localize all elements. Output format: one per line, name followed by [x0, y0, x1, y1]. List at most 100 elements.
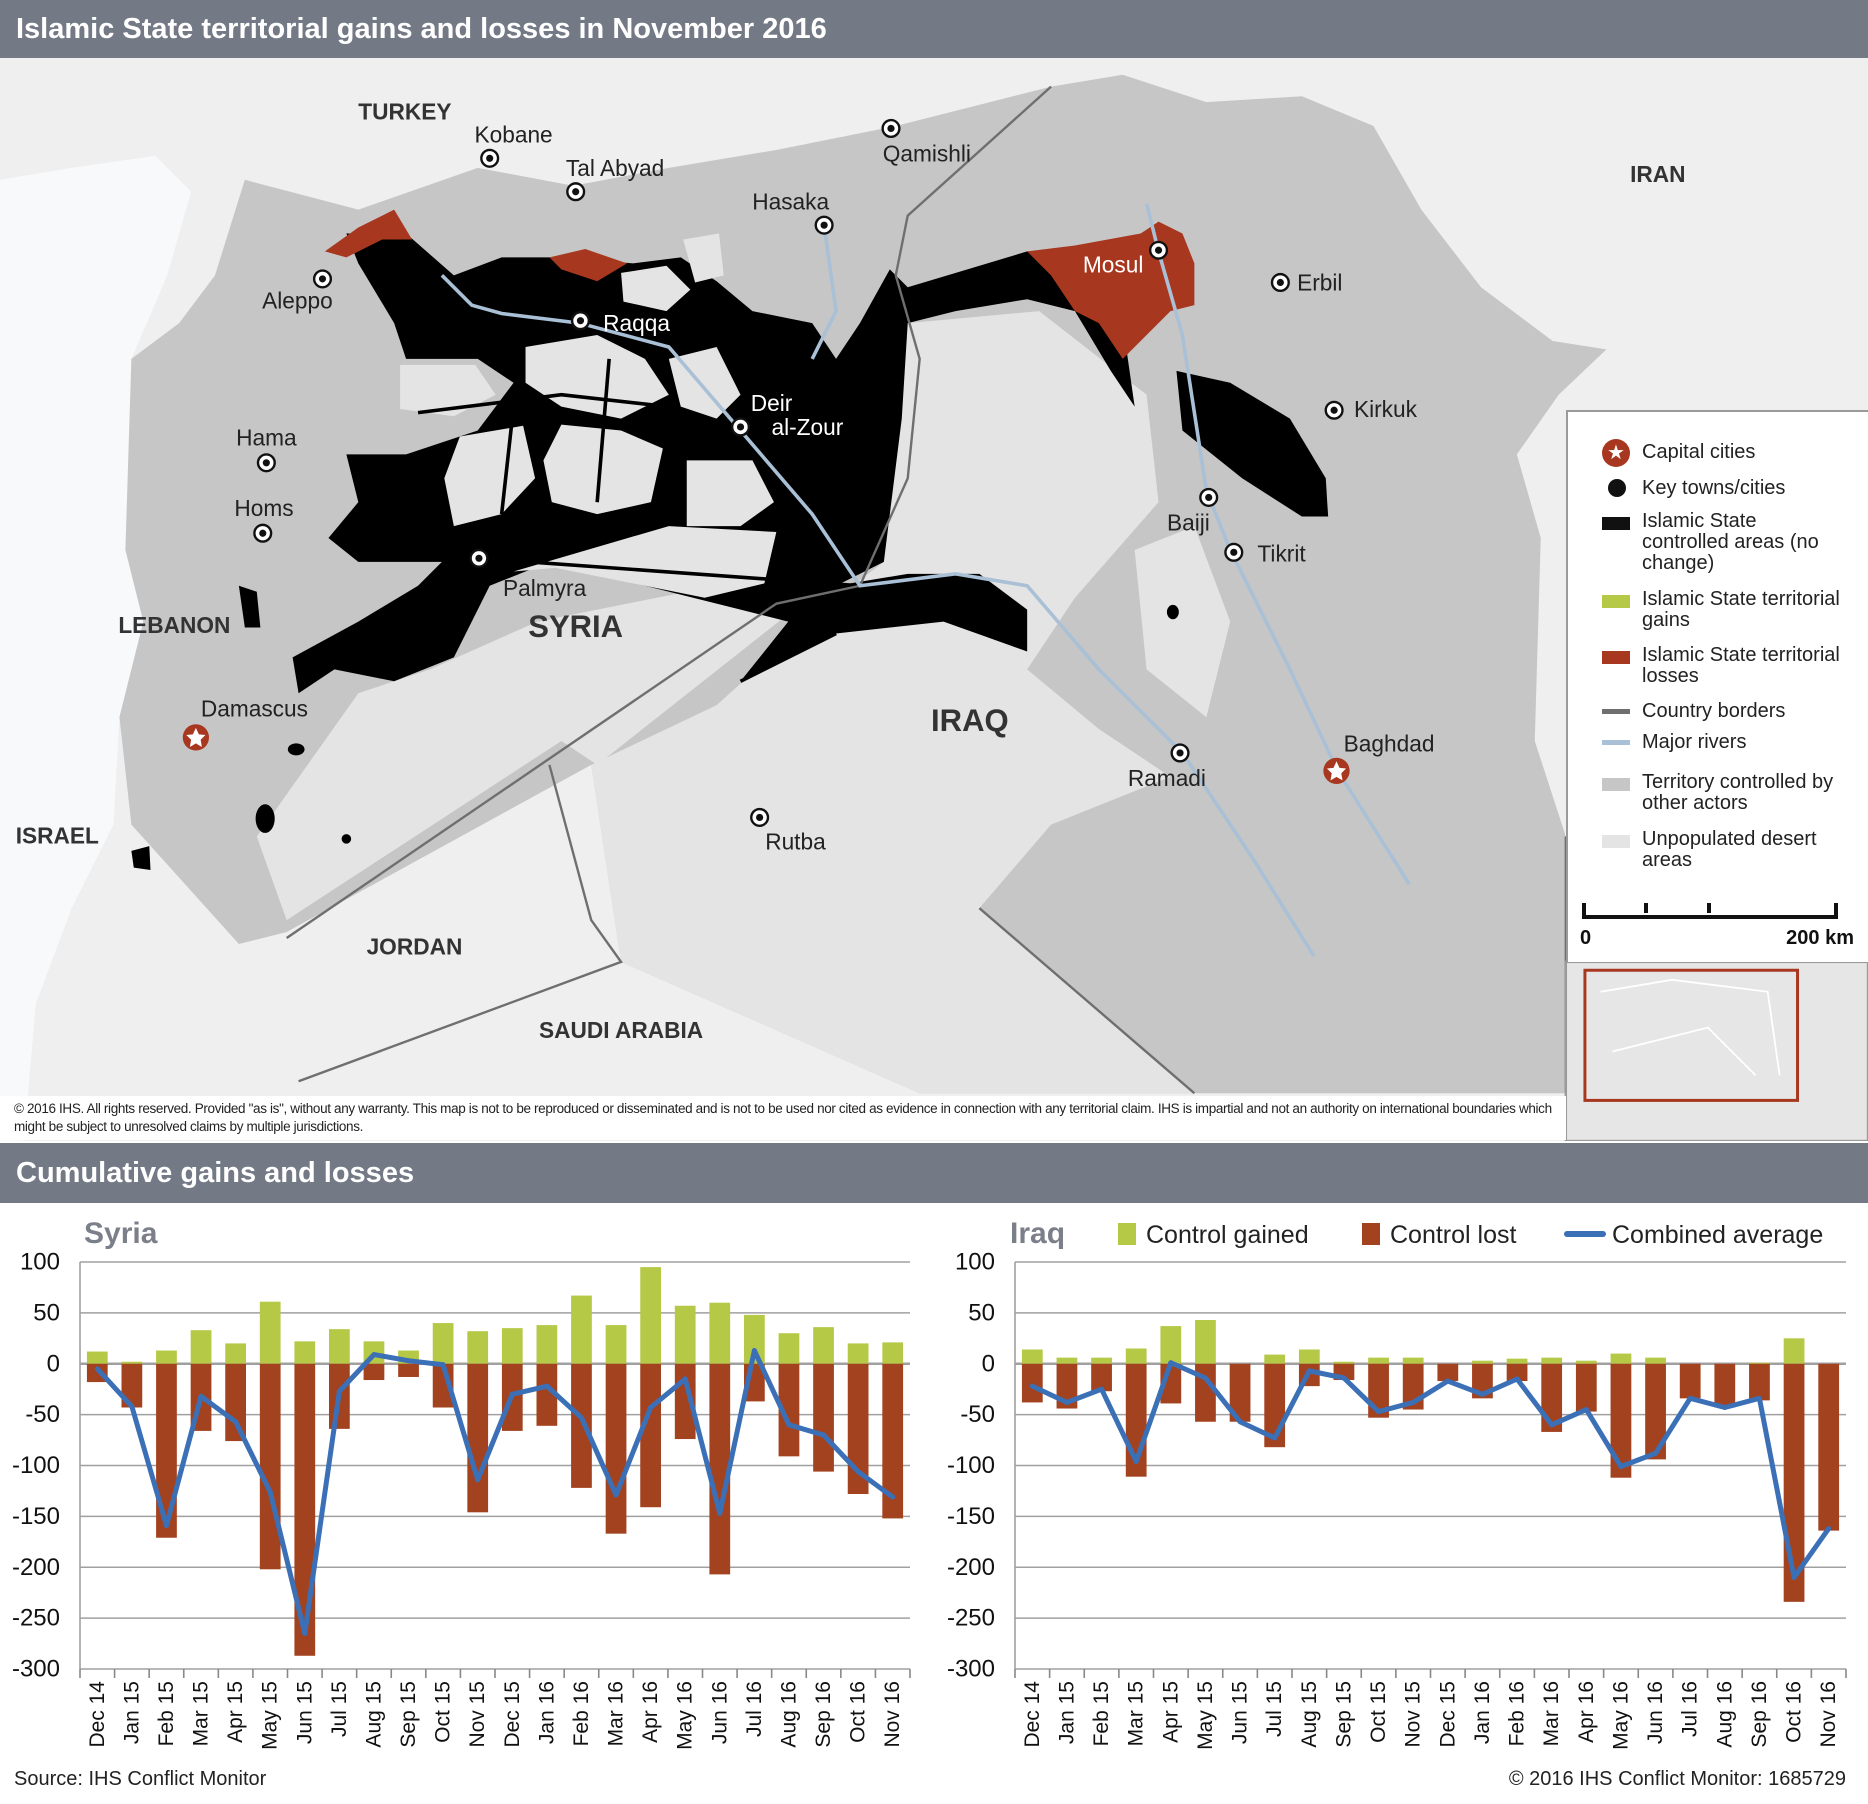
scale-end-label: 200 km: [1786, 927, 1854, 949]
is-controlled-southwest: [131, 846, 151, 870]
town-marker-icon: [750, 807, 770, 827]
bar-control-lost: [709, 1363, 731, 1575]
bar-control-gained: [1160, 1326, 1182, 1364]
bar-control-lost: [847, 1363, 869, 1494]
average-point: [509, 1391, 515, 1397]
svg-text:Deir: Deir: [751, 390, 793, 416]
bar-control-lost: [259, 1363, 281, 1570]
chart-title-iraq: Iraq: [1010, 1217, 1065, 1250]
average-point: [440, 1362, 446, 1368]
bar-control-gained: [847, 1343, 869, 1364]
bar-control-gained: [1091, 1357, 1112, 1364]
svg-text:Ramadi: Ramadi: [1128, 765, 1206, 791]
x-tick-label: Jun 15: [293, 1681, 316, 1744]
average-point: [1341, 1375, 1347, 1381]
x-tick-label: Aug 16: [1713, 1681, 1736, 1748]
country-borders: [285, 85, 1568, 1095]
town-marker-icon: [730, 417, 751, 437]
x-tick-label: Jul 15: [1263, 1681, 1286, 1737]
bar-control-lost: [1679, 1363, 1701, 1399]
country-label-jordan: JORDAN: [367, 933, 463, 959]
x-tick-label: Apr 15: [1159, 1681, 1182, 1743]
legend-is-losses: Islamic State territorial losses: [1642, 644, 1840, 687]
x-tick-label: Mar 15: [190, 1681, 213, 1746]
svg-text:Kirkuk: Kirkuk: [1354, 396, 1418, 422]
bar-control-gained: [329, 1329, 350, 1364]
bar-control-lost: [605, 1363, 627, 1534]
charts: Syria Iraq Control gained Control lost C…: [12, 1217, 1847, 1750]
other-actors-swatch-icon: [1602, 778, 1630, 791]
bar-control-gained: [259, 1301, 281, 1364]
x-tick-label: Feb 15: [1090, 1681, 1113, 1746]
legend-key-towns: Key towns/cities: [1642, 477, 1786, 499]
average-point: [1099, 1386, 1105, 1392]
x-tick-label: Jul 15: [328, 1681, 351, 1737]
x-tick-label: Aug 16: [777, 1681, 800, 1748]
average-point: [682, 1376, 688, 1382]
legend-gained-swatch: [1118, 1223, 1136, 1245]
town-dot-icon: [1608, 479, 1626, 497]
svg-text:Qamishli: Qamishli: [883, 141, 971, 167]
average-point: [406, 1358, 412, 1364]
bar-control-gained: [190, 1330, 212, 1364]
x-tick-label: Dec 14: [1021, 1681, 1044, 1748]
bar-control-lost: [1229, 1363, 1251, 1422]
average-point: [1376, 1409, 1382, 1415]
bar-control-lost: [1610, 1363, 1632, 1478]
y-tick-label: 100: [955, 1249, 995, 1276]
territory-map: TURKEY IRAN LEBANON SYRIA IRAQ ISRAEL JO…: [0, 58, 1868, 1141]
average-point: [1653, 1450, 1659, 1456]
x-tick-label: Jul 16: [1679, 1681, 1702, 1737]
bar-control-lost: [1021, 1363, 1043, 1403]
y-tick-label: -200: [12, 1554, 60, 1581]
desert-iraq-east: [1134, 526, 1231, 718]
iraq-chart: 100 50 0 -50 -100 -150 -200 -250 -300 Dec 14 Jan 1…: [947, 1249, 1847, 1750]
is-control-swatch-icon: [1602, 517, 1630, 530]
average-point: [302, 1630, 308, 1636]
average-point: [163, 1523, 169, 1529]
x-tick-label: Mar 16: [605, 1681, 628, 1746]
x-tick-label: Nov 16: [1817, 1681, 1840, 1748]
city-kirkuk: Kirkuk: [1324, 396, 1418, 422]
legend-capital-cities: Capital cities: [1642, 441, 1756, 463]
line-combined-average: [1031, 1360, 1831, 1580]
average-point: [578, 1415, 584, 1421]
x-tick-label: Sep 15: [397, 1681, 420, 1748]
town-marker-icon: [1199, 487, 1219, 507]
town-marker-icon: [566, 182, 586, 202]
town-marker-icon: [1148, 240, 1169, 260]
bar-control-lost: [1818, 1363, 1840, 1531]
bar-control-lost: [1575, 1363, 1597, 1412]
town-marker-icon: [1270, 272, 1290, 293]
town-marker-icon: [570, 311, 591, 331]
city-raqqa: Raqqa: [570, 310, 670, 336]
bar-control-gained: [674, 1305, 696, 1364]
x-tick-label: Jan 15: [120, 1681, 143, 1744]
bar-control-lost: [467, 1363, 489, 1513]
city-kobane: Kobane: [474, 121, 553, 168]
bar-control-gained: [1575, 1360, 1597, 1364]
x-tick-label: Apr 15: [224, 1681, 247, 1743]
x-tick-label: May 16: [674, 1681, 697, 1750]
average-point: [1791, 1574, 1797, 1580]
bar-control-gained: [121, 1361, 143, 1364]
country-label-saudi-arabia: SAUDI ARABIA: [539, 1017, 703, 1043]
average-point: [1479, 1391, 1485, 1397]
desert-patches: [400, 233, 777, 598]
y-tick-label: 0: [47, 1350, 60, 1377]
bar-control-lost: [156, 1363, 177, 1538]
y-tick-label: -250: [12, 1605, 60, 1632]
x-tick-label: Jan 15: [1055, 1681, 1078, 1744]
svg-text:Raqqa: Raqqa: [603, 310, 670, 336]
svg-text:Erbil: Erbil: [1297, 269, 1342, 295]
svg-text:Mosul: Mosul: [1083, 252, 1143, 278]
map-title: Islamic State territorial gains and loss…: [0, 0, 1868, 58]
y-tick-label: -300: [12, 1656, 60, 1683]
x-tick-label: Dec 14: [86, 1681, 109, 1748]
capital-damascus: Damascus: [182, 696, 308, 751]
is-controlled-small-pockets: [255, 604, 1179, 844]
bar-control-gained: [1610, 1353, 1632, 1364]
average-point: [1549, 1422, 1555, 1428]
x-tick-label: Sep 15: [1332, 1681, 1355, 1748]
